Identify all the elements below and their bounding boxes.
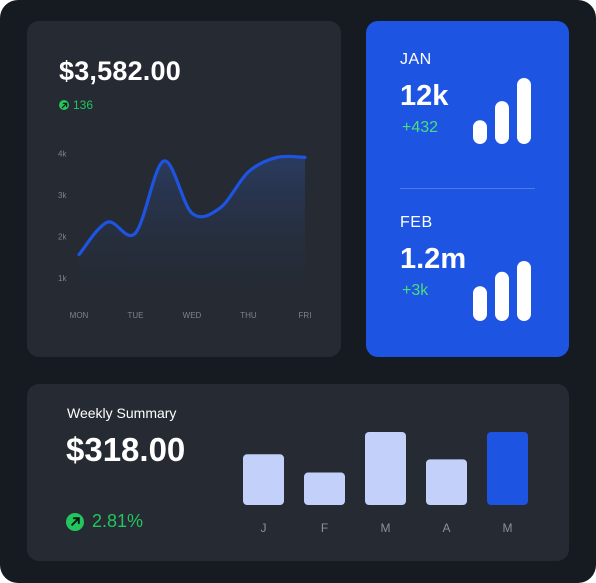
weekly-bar-label: A bbox=[442, 521, 450, 535]
y-tick-label: 2k bbox=[58, 233, 67, 242]
revenue-change-value: 136 bbox=[73, 98, 94, 112]
weekly-change-value: 2.81% bbox=[92, 511, 144, 531]
revenue-card[interactable]: $3,582.00 136 1k 2k 3k 4k MON TUE WED THU FRI bbox=[27, 21, 341, 357]
weekly-bar bbox=[426, 459, 467, 505]
weekly-bar bbox=[243, 454, 284, 505]
weekly-summary-title: Weekly Summary bbox=[67, 405, 177, 421]
arrow-up-right-icon bbox=[59, 100, 69, 110]
monthly-stats-card[interactable]: JAN 12k +432 FEB 1.2m +3k bbox=[366, 21, 569, 357]
month-mini-bars bbox=[473, 78, 531, 144]
y-tick-label: 3k bbox=[58, 191, 67, 200]
weekly-bar-label: M bbox=[503, 521, 513, 535]
month-delta: +3k bbox=[402, 282, 429, 299]
x-tick-label: WED bbox=[183, 311, 202, 320]
chart-area-fill bbox=[79, 156, 305, 292]
weekly-summary-card[interactable]: Weekly Summary $318.00 2.81% J F M A M bbox=[27, 384, 569, 561]
weekly-bar-label: M bbox=[381, 521, 391, 535]
divider bbox=[400, 188, 535, 189]
month-label: FEB bbox=[400, 214, 433, 231]
revenue-area-chart: 1k 2k 3k 4k MON TUE WED THU FRI bbox=[58, 150, 312, 321]
arrow-up-right-icon bbox=[66, 512, 84, 531]
mini-bar bbox=[517, 78, 531, 144]
y-tick-label: 4k bbox=[58, 150, 67, 159]
weekly-bar bbox=[304, 472, 345, 505]
x-tick-label: THU bbox=[240, 311, 257, 320]
month-value: 1.2m bbox=[400, 243, 467, 275]
x-tick-label: TUE bbox=[128, 311, 144, 320]
mini-bar bbox=[473, 286, 487, 321]
mini-bar bbox=[495, 101, 509, 144]
month-value: 12k bbox=[400, 80, 449, 112]
month-delta: +432 bbox=[402, 119, 439, 136]
month-label: JAN bbox=[400, 51, 432, 68]
mini-bar bbox=[495, 271, 509, 321]
x-tick-label: MON bbox=[70, 311, 89, 320]
weekly-summary-change: 2.81% bbox=[66, 511, 143, 532]
mini-bar bbox=[517, 261, 531, 321]
month-mini-bars bbox=[473, 261, 531, 321]
weekly-bar bbox=[487, 432, 528, 505]
weekly-summary-amount: $318.00 bbox=[66, 431, 186, 468]
weekly-bar-label: F bbox=[321, 521, 328, 535]
y-tick-label: 1k bbox=[58, 274, 67, 283]
mini-bar bbox=[473, 120, 487, 144]
chart-line bbox=[77, 154, 307, 257]
revenue-amount: $3,582.00 bbox=[59, 56, 181, 86]
weekly-bar-label: J bbox=[261, 521, 267, 535]
revenue-change: 136 bbox=[59, 98, 93, 112]
x-tick-label: FRI bbox=[299, 311, 312, 320]
weekly-bar bbox=[365, 432, 406, 505]
